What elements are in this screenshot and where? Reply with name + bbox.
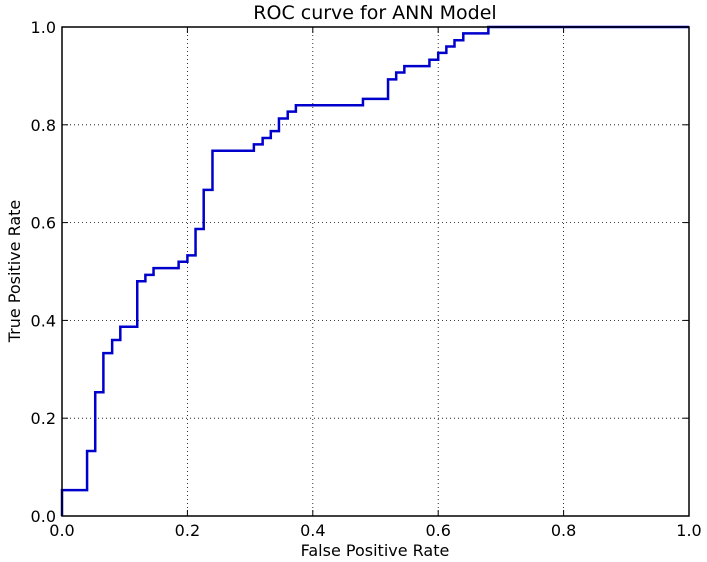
y-tick-label: 0.0 bbox=[31, 507, 56, 526]
x-axis-label: False Positive Rate bbox=[301, 541, 450, 560]
x-tick-label: 0.4 bbox=[300, 521, 325, 540]
x-tick-label: 1.0 bbox=[676, 521, 701, 540]
y-tick-label: 1.0 bbox=[31, 18, 56, 37]
y-tick-label: 0.6 bbox=[31, 214, 56, 233]
y-tick-label: 0.2 bbox=[31, 409, 56, 428]
roc-curve-line bbox=[60, 25, 689, 516]
y-axis-label: True Positive Rate bbox=[5, 200, 24, 344]
x-tick-label: 0.8 bbox=[551, 521, 576, 540]
x-tick-label: 0.2 bbox=[175, 521, 200, 540]
grid-lines bbox=[62, 27, 689, 516]
axis-ticks: 0.0 0.2 0.4 0.6 0.8 1.0 0.0 0.2 0.4 0.6 0.8 1.0 bbox=[31, 18, 702, 540]
x-tick-label: 0.0 bbox=[49, 521, 74, 540]
x-tick-label: 0.6 bbox=[425, 521, 450, 540]
series-layer bbox=[60, 25, 689, 516]
chart-title: ROC curve for ANN Model bbox=[253, 2, 496, 24]
plot-frame bbox=[61, 26, 690, 517]
y-tick-label: 0.4 bbox=[31, 311, 56, 330]
y-tick-label: 0.8 bbox=[31, 116, 56, 135]
